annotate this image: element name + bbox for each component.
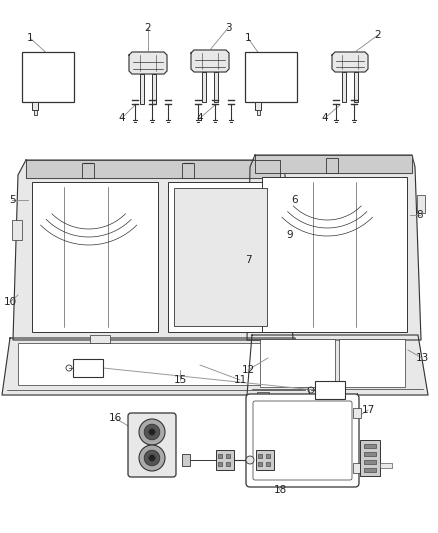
Bar <box>226 462 230 466</box>
Bar <box>202 72 206 102</box>
Text: 17: 17 <box>361 405 374 415</box>
Bar <box>255 102 261 110</box>
Bar <box>364 468 376 472</box>
Bar <box>342 72 346 102</box>
Bar <box>226 454 230 458</box>
Text: 5: 5 <box>9 195 15 205</box>
Polygon shape <box>247 335 428 395</box>
Bar <box>266 462 270 466</box>
Bar <box>364 452 376 456</box>
Bar <box>174 188 267 326</box>
Text: 1: 1 <box>27 33 33 43</box>
Bar <box>287 210 295 228</box>
Text: 13: 13 <box>415 353 429 363</box>
Text: 4: 4 <box>321 113 328 123</box>
Bar <box>12 220 22 240</box>
Bar <box>364 460 376 464</box>
Bar <box>214 72 218 102</box>
Text: 18: 18 <box>273 485 286 495</box>
Text: 4: 4 <box>119 113 125 123</box>
Polygon shape <box>255 155 412 173</box>
Bar <box>256 450 274 470</box>
Bar <box>245 52 297 102</box>
Bar <box>339 339 405 387</box>
Circle shape <box>149 429 155 435</box>
Polygon shape <box>247 155 421 340</box>
Bar <box>182 163 194 178</box>
Bar <box>315 381 345 399</box>
Bar <box>417 195 425 213</box>
Circle shape <box>139 445 165 471</box>
Bar <box>152 74 156 104</box>
Circle shape <box>139 419 165 445</box>
Text: 6: 6 <box>292 195 298 205</box>
Bar <box>260 339 335 387</box>
Polygon shape <box>129 52 167 74</box>
Bar <box>22 52 74 102</box>
Circle shape <box>149 455 155 461</box>
Bar <box>258 110 261 115</box>
Bar <box>353 463 361 473</box>
Bar <box>262 177 407 332</box>
Text: 9: 9 <box>287 230 293 240</box>
Circle shape <box>246 456 254 464</box>
Text: 10: 10 <box>4 297 17 307</box>
Text: 11: 11 <box>233 375 247 385</box>
Bar <box>73 359 103 377</box>
Bar <box>82 163 94 178</box>
Text: 15: 15 <box>173 375 187 385</box>
Bar <box>140 74 144 104</box>
Bar <box>360 440 380 476</box>
Bar <box>35 110 37 115</box>
Text: 7: 7 <box>245 255 251 265</box>
Bar <box>326 158 338 173</box>
Polygon shape <box>2 338 310 395</box>
Bar <box>258 454 262 458</box>
Text: 16: 16 <box>108 413 122 423</box>
Bar <box>216 450 234 470</box>
Text: 2: 2 <box>145 23 151 33</box>
Polygon shape <box>332 52 368 72</box>
Bar <box>32 182 158 332</box>
Bar <box>32 102 39 110</box>
Circle shape <box>144 424 160 440</box>
Polygon shape <box>26 160 280 178</box>
Bar <box>354 72 358 102</box>
Bar <box>168 182 273 332</box>
Text: 1: 1 <box>245 33 251 43</box>
Text: 8: 8 <box>417 210 423 220</box>
Bar <box>266 454 270 458</box>
Circle shape <box>144 450 160 466</box>
Text: 4: 4 <box>197 113 203 123</box>
Bar <box>218 462 222 466</box>
Polygon shape <box>13 160 293 340</box>
Text: 2: 2 <box>374 30 381 40</box>
Text: 3: 3 <box>225 23 231 33</box>
FancyBboxPatch shape <box>246 394 359 487</box>
Polygon shape <box>191 50 229 72</box>
Bar <box>257 392 269 398</box>
Bar <box>218 454 222 458</box>
FancyBboxPatch shape <box>128 413 176 477</box>
Bar <box>258 462 262 466</box>
Bar <box>18 343 287 385</box>
Bar <box>353 408 361 418</box>
Bar <box>364 444 376 448</box>
Bar <box>90 335 110 343</box>
Bar <box>380 463 392 468</box>
Text: 12: 12 <box>241 365 254 375</box>
Bar <box>182 454 190 466</box>
